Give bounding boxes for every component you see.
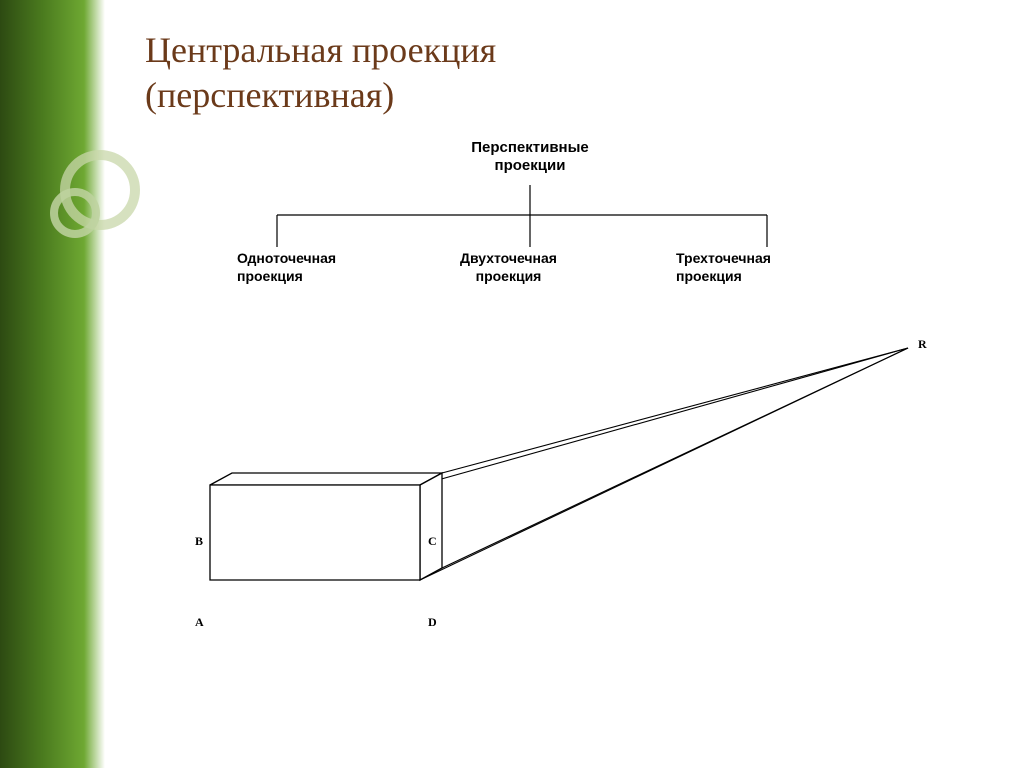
label-R: R: [918, 337, 927, 352]
perspective-diagram: [0, 0, 1024, 768]
label-C: C: [428, 534, 437, 549]
label-B: B: [195, 534, 203, 549]
label-A: A: [195, 615, 204, 630]
label-D: D: [428, 615, 437, 630]
